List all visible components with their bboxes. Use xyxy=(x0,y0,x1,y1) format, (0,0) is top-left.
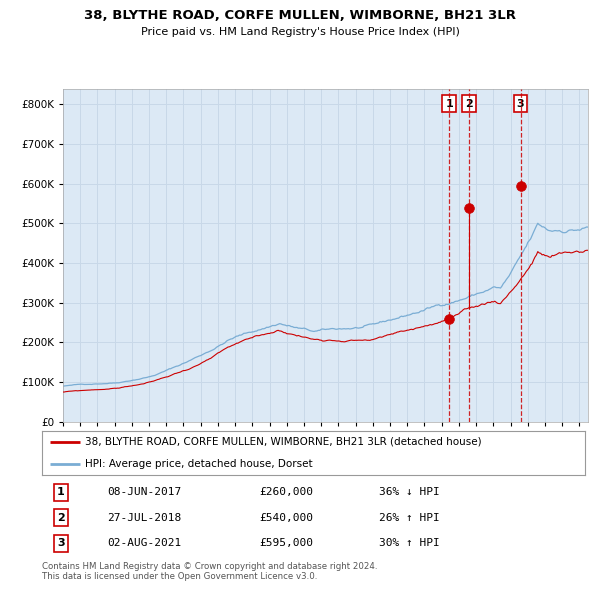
Text: Price paid vs. HM Land Registry's House Price Index (HPI): Price paid vs. HM Land Registry's House … xyxy=(140,27,460,37)
Text: 36% ↓ HPI: 36% ↓ HPI xyxy=(379,487,439,497)
Text: 30% ↑ HPI: 30% ↑ HPI xyxy=(379,538,439,548)
Text: 1: 1 xyxy=(445,99,453,109)
Text: HPI: Average price, detached house, Dorset: HPI: Average price, detached house, Dors… xyxy=(85,459,313,469)
Text: 1: 1 xyxy=(57,487,65,497)
Text: 2: 2 xyxy=(465,99,473,109)
Text: 02-AUG-2021: 02-AUG-2021 xyxy=(107,538,181,548)
Text: 3: 3 xyxy=(57,538,65,548)
Text: 2: 2 xyxy=(57,513,65,523)
Text: £540,000: £540,000 xyxy=(259,513,313,523)
Text: 08-JUN-2017: 08-JUN-2017 xyxy=(107,487,181,497)
Text: 38, BLYTHE ROAD, CORFE MULLEN, WIMBORNE, BH21 3LR (detached house): 38, BLYTHE ROAD, CORFE MULLEN, WIMBORNE,… xyxy=(85,437,482,447)
Text: Contains HM Land Registry data © Crown copyright and database right 2024.
This d: Contains HM Land Registry data © Crown c… xyxy=(42,562,377,581)
Text: 3: 3 xyxy=(517,99,524,109)
Text: 26% ↑ HPI: 26% ↑ HPI xyxy=(379,513,439,523)
Text: 27-JUL-2018: 27-JUL-2018 xyxy=(107,513,181,523)
Text: £595,000: £595,000 xyxy=(259,538,313,548)
Text: 38, BLYTHE ROAD, CORFE MULLEN, WIMBORNE, BH21 3LR: 38, BLYTHE ROAD, CORFE MULLEN, WIMBORNE,… xyxy=(84,9,516,22)
Text: £260,000: £260,000 xyxy=(259,487,313,497)
